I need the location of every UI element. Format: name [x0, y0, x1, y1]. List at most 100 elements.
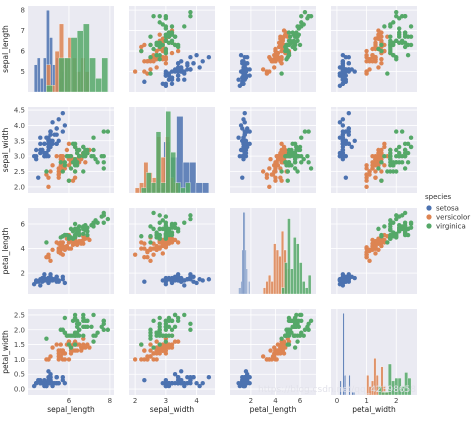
point-virginica [72, 221, 78, 227]
point-virginica [62, 163, 68, 168]
y-tick-label: 6 [21, 48, 26, 56]
point-setosa [56, 380, 61, 386]
point-virginica [154, 52, 159, 58]
point-setosa [172, 372, 178, 377]
point-virginica [101, 129, 106, 134]
y-tick-label: 7 [21, 27, 25, 35]
point-setosa [245, 54, 250, 60]
point-versicolor [364, 254, 369, 260]
point-virginica [292, 150, 298, 156]
point-versicolor [364, 163, 369, 168]
hist-bar-setosa [40, 78, 44, 93]
hist-bar-virginica [307, 274, 312, 295]
y-tick-label: 5 [21, 68, 25, 76]
point-setosa [346, 272, 351, 277]
point-virginica [151, 318, 156, 324]
x-tick-label: 3 [164, 397, 168, 405]
point-virginica [288, 327, 293, 332]
point-virginica [70, 229, 76, 234]
point-virginica [157, 321, 162, 327]
hist-bar-setosa [238, 287, 240, 295]
point-virginica [294, 312, 299, 318]
panel-petal_length-vs-petal_width [331, 208, 417, 294]
point-virginica [283, 48, 288, 54]
point-versicolor [139, 246, 144, 251]
point-virginica [388, 50, 393, 56]
point-virginica [295, 339, 300, 344]
point-virginica [283, 153, 288, 159]
point-virginica [388, 34, 393, 39]
point-versicolor [60, 153, 66, 159]
x-tick-label: 2 [133, 397, 137, 405]
point-virginica [81, 144, 86, 150]
point-virginica [388, 153, 393, 159]
point-virginica [379, 160, 384, 165]
point-versicolor [382, 141, 387, 147]
point-versicolor [279, 141, 284, 147]
point-virginica [139, 48, 144, 54]
point-versicolor [373, 251, 378, 256]
point-versicolor [276, 157, 282, 162]
point-setosa [247, 380, 252, 386]
point-virginica [391, 163, 396, 168]
point-versicolor [260, 169, 266, 174]
point-setosa [185, 277, 190, 282]
panel-petal_length-vs-petal_length [230, 208, 316, 295]
panel-petal_width-vs-petal_width [331, 309, 417, 396]
point-setosa [42, 153, 47, 159]
point-virginica [101, 327, 106, 332]
point-virginica [166, 318, 172, 324]
point-versicolor [148, 246, 153, 251]
point-virginica [76, 231, 82, 236]
point-versicolor [364, 175, 369, 180]
hist-bar-virginica [296, 243, 300, 295]
point-virginica [399, 226, 405, 232]
point-setosa [62, 280, 68, 286]
point-virginica [382, 153, 387, 159]
point-versicolor [163, 351, 169, 356]
point-virginica [397, 144, 402, 150]
point-setosa [200, 380, 205, 386]
point-versicolor [166, 342, 172, 347]
point-virginica [388, 218, 393, 223]
point-versicolor [151, 357, 156, 362]
point-virginica [151, 14, 156, 19]
point-versicolor [56, 357, 61, 362]
point-versicolor [268, 348, 273, 353]
x-tick-label: 8 [108, 397, 112, 405]
legend-label-versicolor: versicolor [436, 214, 470, 222]
point-versicolor [264, 172, 270, 177]
point-virginica [391, 42, 396, 48]
point-virginica [290, 44, 295, 50]
point-virginica [68, 166, 74, 171]
point-virginica [151, 46, 156, 52]
point-virginica [85, 232, 90, 238]
point-virginica [408, 220, 414, 225]
point-versicolor [364, 48, 369, 54]
point-virginica [306, 321, 311, 327]
point-versicolor [60, 348, 66, 353]
hist-bar-virginica [150, 182, 157, 194]
point-virginica [157, 342, 162, 347]
x-axis-label: petal_length [250, 405, 297, 414]
point-virginica [157, 315, 162, 321]
point-versicolor [373, 169, 378, 174]
point-versicolor [151, 351, 156, 356]
point-setosa [33, 153, 39, 159]
point-setosa [60, 129, 66, 134]
hist-bar-virginica [70, 37, 78, 93]
point-versicolor [276, 44, 282, 50]
point-setosa [240, 126, 245, 131]
point-setosa [175, 272, 181, 277]
point-setosa [242, 63, 247, 68]
point-setosa [247, 375, 252, 380]
point-versicolor [151, 252, 156, 257]
point-setosa [241, 77, 246, 82]
point-virginica [163, 339, 169, 344]
point-virginica [308, 318, 314, 324]
hist-bar-virginica [155, 131, 162, 194]
x-axis-label: sepal_width [150, 405, 195, 414]
point-virginica [172, 225, 178, 230]
point-setosa [169, 278, 175, 283]
x-axis-label: petal_width [352, 405, 396, 414]
